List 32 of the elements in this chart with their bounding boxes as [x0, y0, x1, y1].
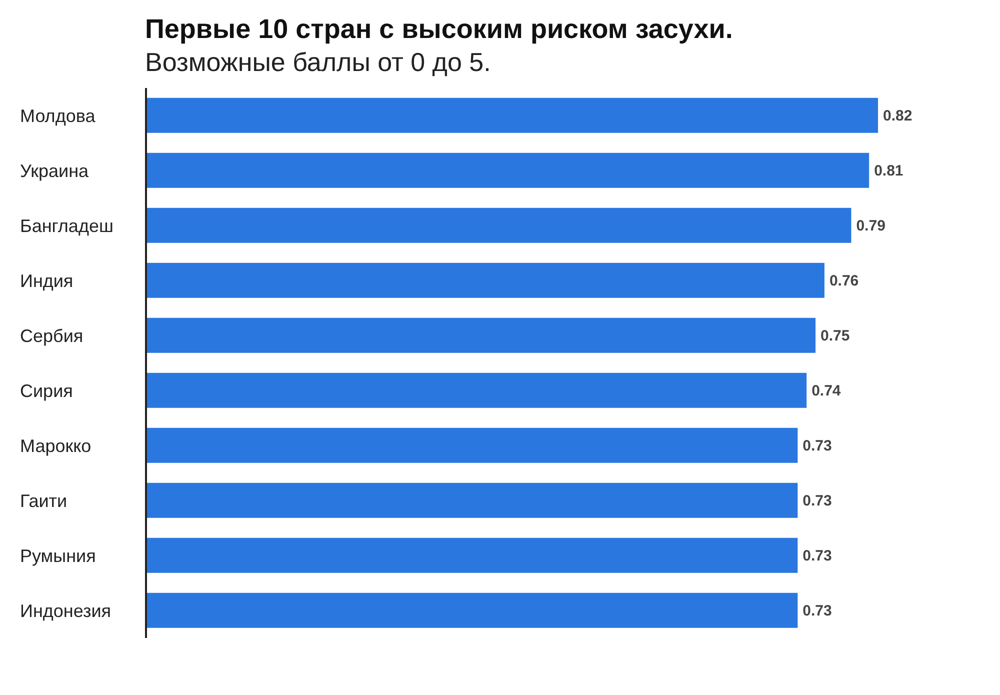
- y-tick-label: Молдова: [20, 106, 96, 126]
- data-label: 0.81: [874, 162, 904, 180]
- y-tick-label: Украина: [20, 160, 90, 181]
- data-label: 0.74: [812, 382, 842, 400]
- bar: [146, 482, 798, 518]
- y-tick-label: Индия: [20, 270, 74, 291]
- y-tick-label: Сирия: [20, 380, 73, 401]
- data-label: 0.73: [802, 548, 832, 565]
- bar: [146, 208, 852, 243]
- chart-title: Первые 10 стран с высоким риском засухи.: [145, 14, 734, 45]
- bar: [146, 538, 798, 573]
- data-label: 0.76: [829, 272, 859, 290]
- bar: [146, 372, 807, 408]
- data-label: 0.82: [883, 108, 912, 125]
- bar: [146, 318, 816, 353]
- data-label: 0.75: [820, 328, 850, 345]
- data-label: 0.73: [802, 438, 832, 455]
- bar: [146, 262, 824, 298]
- y-tick-label: Марокко: [20, 436, 92, 456]
- data-label: 0.73: [802, 492, 832, 510]
- bar: [146, 152, 870, 188]
- y-tick-label: Индонезия: [20, 600, 112, 621]
- y-tick-label: Бангладеш: [20, 216, 114, 236]
- y-tick-label: Румыния: [20, 546, 96, 566]
- y-tick-label: Гаити: [20, 490, 68, 511]
- chart-subtitle: Возможные баллы от 0 до 5.: [145, 47, 492, 78]
- bar: [146, 592, 798, 628]
- y-tick-label: Сербия: [20, 326, 84, 346]
- bar: [146, 428, 798, 463]
- data-label: 0.79: [856, 218, 886, 235]
- data-label: 0.73: [802, 602, 832, 620]
- bar: [146, 98, 878, 133]
